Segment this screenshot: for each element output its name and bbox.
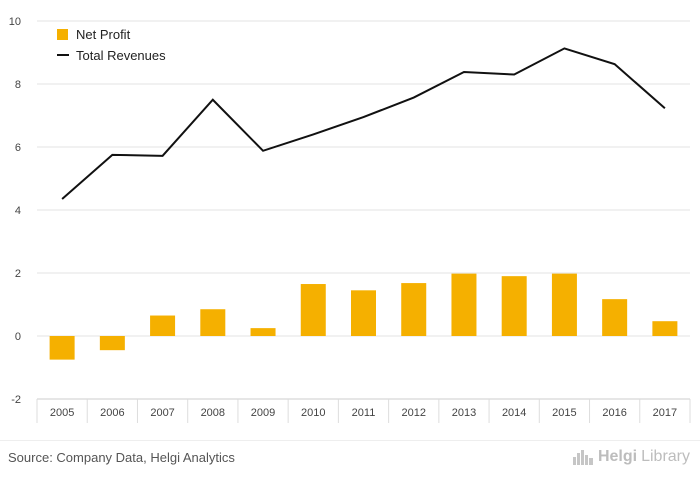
x-tick-label: 2013 — [452, 407, 476, 419]
x-tick-label: 2016 — [602, 407, 626, 419]
y-axis-ticks: -2 0 2 4 6 8 10 — [9, 16, 21, 406]
x-tick-label: 2014 — [502, 407, 526, 419]
bar-net-profit — [250, 328, 276, 336]
footer-separator — [0, 440, 700, 441]
legend-label-total-revenues: Total Revenues — [76, 48, 166, 63]
y-tick-label: 0 — [15, 331, 21, 343]
legend: Net Profit Total Revenues — [57, 27, 166, 63]
x-axis: 2005 2006 2007 2008 2009 2010 2011 2012 2013 2014… — [36, 398, 691, 423]
x-tick-label: 2005 — [50, 407, 74, 419]
x-tick-label: 2006 — [100, 407, 124, 419]
bar-net-profit — [551, 273, 577, 336]
y-tick-label: 8 — [15, 79, 21, 91]
brand-second: Library — [641, 448, 690, 465]
y-tick-label: -2 — [11, 394, 21, 406]
bar-net-profit — [401, 283, 427, 336]
total-revenues-line — [61, 47, 666, 200]
y-tick-label: 4 — [15, 205, 21, 217]
y-tick-label: 10 — [9, 16, 21, 28]
x-tick-label: 2012 — [401, 407, 425, 419]
x-tick-label: 2008 — [201, 407, 225, 419]
gridlines — [37, 20, 690, 337]
y-tick-label: 2 — [15, 268, 21, 280]
legend-swatch-net-profit — [57, 29, 68, 40]
x-tick-label: 2009 — [251, 407, 275, 419]
bar-net-profit — [300, 284, 326, 336]
bar-net-profit — [652, 321, 678, 336]
brand-first: Helgi — [597, 448, 638, 465]
brand-logo: Helgi Library — [572, 448, 690, 466]
y-tick-label: 6 — [15, 142, 21, 154]
x-tick-label: 2010 — [301, 407, 325, 419]
bar-net-profit — [150, 315, 176, 336]
x-tick-label: 2017 — [653, 407, 677, 419]
total-revenues-line-group — [61, 47, 666, 200]
x-tick-label: 2007 — [150, 407, 174, 419]
net-profit-bars — [49, 273, 678, 360]
legend-label-net-profit: Net Profit — [76, 27, 131, 42]
bar-net-profit — [602, 299, 628, 336]
bar-net-profit — [49, 336, 75, 360]
skyline-icon — [572, 450, 593, 465]
x-tick-label: 2015 — [552, 407, 576, 419]
bar-net-profit — [351, 290, 376, 336]
x-tick-label: 2011 — [352, 407, 376, 419]
bar-net-profit — [501, 276, 527, 336]
bar-net-profit — [99, 336, 125, 351]
bar-net-profit — [200, 309, 226, 336]
bar-net-profit — [451, 273, 477, 336]
source-note: Source: Company Data, Helgi Analytics — [8, 450, 235, 465]
